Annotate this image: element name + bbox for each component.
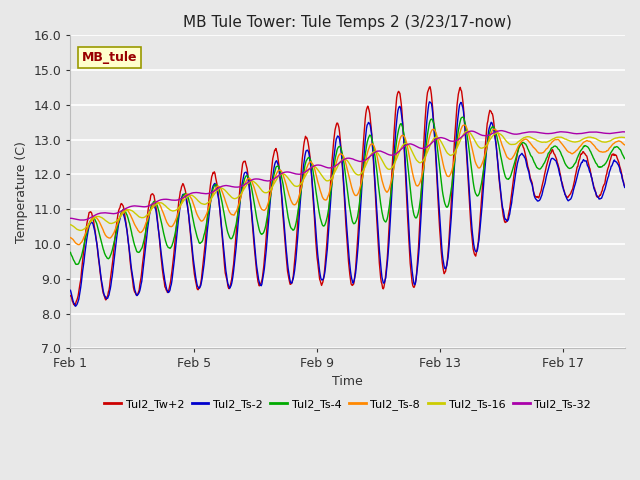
X-axis label: Time: Time <box>332 374 363 387</box>
Text: MB_tule: MB_tule <box>81 51 137 64</box>
Y-axis label: Temperature (C): Temperature (C) <box>15 141 28 243</box>
Legend: Tul2_Tw+2, Tul2_Ts-2, Tul2_Ts-4, Tul2_Ts-8, Tul2_Ts-16, Tul2_Ts-32: Tul2_Tw+2, Tul2_Ts-2, Tul2_Ts-4, Tul2_Ts… <box>100 395 595 414</box>
Title: MB Tule Tower: Tule Temps 2 (3/23/17-now): MB Tule Tower: Tule Temps 2 (3/23/17-now… <box>183 15 512 30</box>
